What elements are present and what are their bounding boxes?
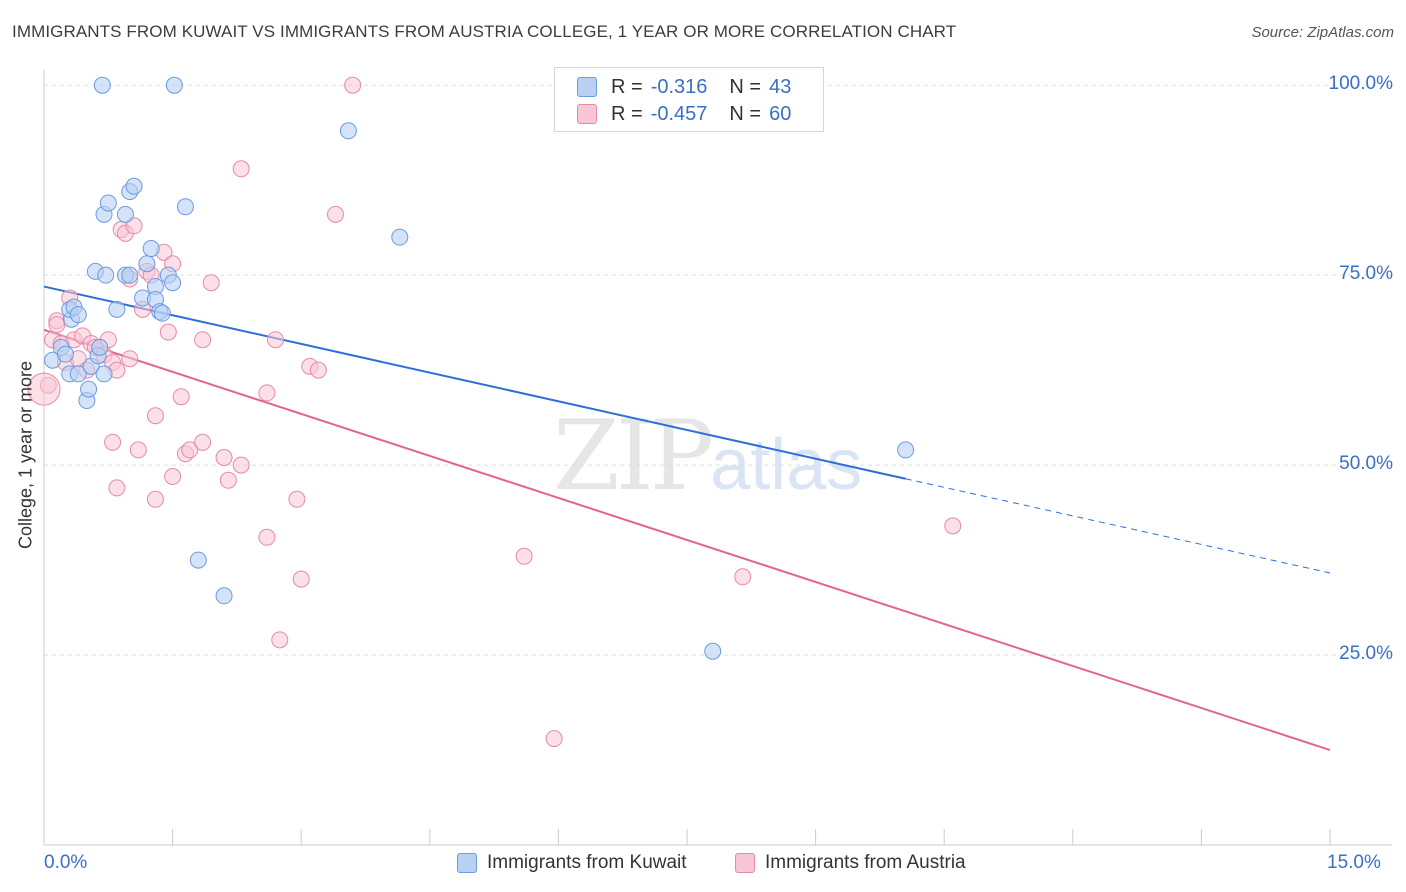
point-kuwait — [99, 194, 117, 212]
point-kuwait — [153, 304, 171, 322]
legend-item-austria[interactable]: Immigrants from Austria — [735, 852, 966, 874]
point-kuwait — [142, 240, 160, 258]
x-tick-label-min: 0.0% — [44, 852, 88, 873]
y-axis-label: College, 1 year or more — [15, 360, 36, 550]
point-austria — [219, 471, 237, 489]
n-value: 60 — [769, 102, 792, 125]
point-austria — [108, 479, 126, 497]
point-austria — [104, 433, 122, 451]
point-austria — [164, 467, 182, 485]
point-kuwait — [56, 345, 74, 363]
trend-line-austria — [43, 328, 1331, 751]
x-tick-label-max: 15.0% — [1327, 852, 1381, 873]
point-kuwait — [164, 274, 182, 292]
point-austria — [944, 517, 962, 535]
point-austria — [326, 205, 344, 223]
point-kuwait — [80, 380, 98, 398]
point-austria — [266, 331, 284, 349]
point-kuwait — [121, 266, 139, 284]
point-kuwait — [97, 266, 115, 284]
source-label: Source: ZipAtlas.com — [1251, 24, 1394, 41]
point-austria — [545, 730, 563, 748]
series-austria — [27, 76, 962, 748]
point-austria — [181, 441, 199, 459]
stats-row-kuwait: R = -0.316 N = 43 — [577, 74, 791, 100]
point-austria — [258, 528, 276, 546]
point-kuwait — [93, 76, 111, 94]
point-austria — [258, 384, 276, 402]
y-tick-label: 100.0% — [1328, 73, 1393, 95]
point-austria — [232, 456, 250, 474]
point-austria — [215, 449, 233, 466]
legend-label-austria: Immigrants from Austria — [765, 852, 966, 873]
point-kuwait — [69, 306, 87, 324]
legend-label-kuwait: Immigrants from Kuwait — [487, 852, 687, 873]
n-label: N = — [729, 102, 762, 125]
series-kuwait — [44, 76, 915, 660]
point-austria — [194, 433, 212, 451]
trend-lines — [43, 285, 1331, 751]
r-label: R = — [611, 75, 643, 98]
kuwait-swatch — [577, 77, 597, 97]
point-austria — [129, 441, 147, 459]
point-kuwait — [215, 587, 233, 605]
point-austria — [121, 350, 139, 368]
point-austria — [202, 274, 220, 292]
point-austria — [232, 160, 250, 178]
point-austria — [159, 323, 177, 341]
trend-line-kuwait-extrapolated — [905, 478, 1331, 574]
point-austria — [271, 631, 289, 649]
point-austria — [292, 570, 310, 588]
point-kuwait — [704, 642, 722, 660]
point-kuwait — [69, 365, 87, 383]
point-austria — [734, 568, 752, 586]
point-kuwait — [116, 205, 134, 223]
point-austria — [288, 490, 306, 508]
point-austria — [27, 372, 61, 406]
trend-line-kuwait — [43, 285, 906, 480]
point-austria — [309, 361, 327, 379]
stats-row-austria: R = -0.457 N = 60 — [577, 101, 791, 127]
chart-title: IMMIGRANTS FROM KUWAIT VS IMMIGRANTS FRO… — [12, 22, 957, 41]
point-kuwait — [176, 198, 194, 216]
point-austria — [146, 490, 164, 508]
point-austria — [515, 547, 533, 565]
point-kuwait — [189, 551, 207, 569]
point-kuwait — [95, 365, 113, 383]
r-value: -0.316 — [650, 75, 708, 98]
y-tick-label: 25.0% — [1339, 643, 1393, 665]
point-kuwait — [108, 300, 126, 318]
kuwait-swatch — [457, 853, 477, 873]
point-austria — [125, 217, 143, 235]
point-kuwait — [125, 177, 143, 195]
point-kuwait — [165, 76, 183, 94]
r-value: -0.457 — [650, 102, 708, 125]
point-austria — [172, 388, 190, 406]
n-label: N = — [729, 75, 762, 98]
stats-box: R = -0.316 N = 43 R = -0.457 N = 60 — [554, 67, 824, 132]
point-austria — [146, 407, 164, 425]
n-value: 43 — [769, 75, 792, 98]
legend-item-kuwait[interactable]: Immigrants from Kuwait — [457, 852, 687, 874]
point-kuwait — [138, 255, 156, 273]
point-austria — [48, 316, 66, 334]
point-kuwait — [339, 122, 357, 140]
y-tick-label: 75.0% — [1339, 263, 1393, 285]
point-austria — [194, 331, 212, 349]
axes — [43, 70, 1392, 846]
point-kuwait — [91, 338, 109, 356]
austria-swatch — [735, 853, 755, 873]
point-kuwait — [897, 441, 915, 459]
austria-swatch — [577, 104, 597, 124]
r-label: R = — [611, 102, 643, 125]
point-austria — [344, 76, 362, 94]
point-kuwait — [391, 228, 409, 246]
y-tick-label: 50.0% — [1339, 453, 1393, 475]
